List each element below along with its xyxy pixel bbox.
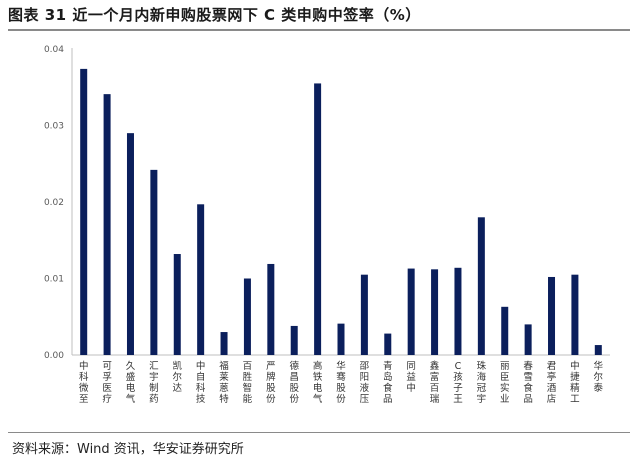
- y-tick-label: 0.04: [44, 45, 64, 55]
- bar: [501, 306, 509, 355]
- bar: [548, 276, 556, 355]
- figure-title: 图表 31 近一个月内新申购股票网下 C 类申购中签率（%）: [8, 6, 421, 24]
- category-label: 鑫富百瑞: [430, 360, 440, 405]
- category-label: 珠海冠宇: [477, 360, 487, 405]
- bar: [360, 274, 368, 355]
- category-label: 德昌股份: [289, 360, 299, 405]
- category-label: 华骞股份: [336, 360, 346, 405]
- category-label: 中科微至: [79, 360, 89, 405]
- category-label: 汇宇制药: [149, 361, 159, 405]
- category-label: 中自科技: [196, 360, 206, 405]
- y-tick-label: 0.03: [44, 122, 64, 132]
- bar: [103, 94, 111, 355]
- category-label: 丽臣实业: [500, 361, 510, 405]
- category-label: 百胜智能: [243, 361, 253, 405]
- bar: [594, 345, 602, 355]
- y-tick-label: 0.01: [44, 275, 64, 285]
- y-tick-label: 0.02: [44, 198, 64, 208]
- category-label: 华尔泰: [594, 360, 604, 394]
- category-label: 君亭酒店: [547, 361, 557, 405]
- category-label: 严牌股份: [266, 361, 276, 405]
- bar: [477, 217, 485, 355]
- y-tick-label: 0.00: [44, 351, 64, 361]
- category-label: 久盛电气: [126, 360, 136, 405]
- bar: [267, 263, 275, 355]
- bar: [290, 325, 298, 355]
- bar: [314, 83, 322, 356]
- bar: [197, 204, 205, 355]
- bar: [431, 269, 439, 355]
- category-label: 春雪食品: [523, 360, 533, 405]
- source-divider: [8, 432, 630, 433]
- category-label: 福莱蒽特: [219, 360, 229, 405]
- title-divider: [8, 29, 630, 31]
- bar: [384, 333, 392, 355]
- bar: [80, 68, 88, 355]
- category-label: 同益中: [406, 361, 416, 394]
- bar: [243, 278, 251, 355]
- bar: [571, 274, 579, 355]
- bar: [407, 268, 415, 355]
- bar: [337, 323, 345, 355]
- category-label: 凯尔达: [173, 360, 183, 394]
- bar: [524, 324, 532, 355]
- bar: [454, 267, 462, 355]
- category-label: 高铁电气: [313, 360, 323, 405]
- category-label: 邵阳液压: [360, 361, 370, 405]
- category-labels: 中科微至 可孚医疗 久盛电气 汇宇制药 凯尔达 中自科技 福莱蒽特 百胜智能 严牌股份 德昌股份 高…: [79, 360, 604, 405]
- bar: [220, 332, 228, 355]
- figure-source: 资料来源：Wind 资讯，华安证券研究所: [12, 442, 244, 457]
- category-label: 可孚医疗: [102, 361, 112, 405]
- category-label: C 孩子王: [453, 361, 463, 405]
- bar: [150, 169, 158, 355]
- y-tick-labels: 0.00 0.01 0.02 0.03 0.04: [44, 45, 64, 361]
- bars: [80, 68, 602, 356]
- bar: [173, 254, 181, 355]
- category-label: 青岛食品: [383, 360, 393, 405]
- bar: [126, 133, 134, 355]
- category-label: 中捷精工: [570, 360, 580, 405]
